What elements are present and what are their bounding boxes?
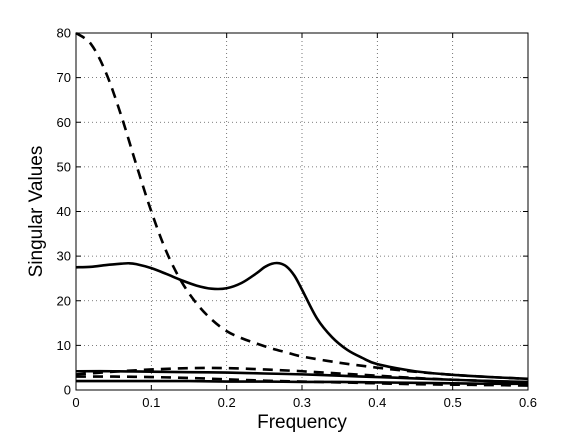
grid <box>76 33 528 390</box>
y-tick-label: 60 <box>57 115 71 130</box>
series-line-2-solid <box>75 261 529 381</box>
x-tick-label: 0.5 <box>444 395 462 410</box>
tick-labels: 0 0.1 0.2 0.3 0.4 0.5 0.6 0 10 20 30 40 50 60 70 80 <box>57 26 538 411</box>
x-tick-label: 0.6 <box>519 395 537 410</box>
y-tick-label: 20 <box>57 293 71 308</box>
y-tick-label: 0 <box>64 383 71 398</box>
x-axis-label: Frequency <box>257 412 347 433</box>
series-lines <box>75 31 529 387</box>
series-line-6-solid <box>76 379 529 386</box>
x-tick-label: 0.1 <box>142 395 160 410</box>
x-tick-label: 0.2 <box>218 395 236 410</box>
y-tick-label: 80 <box>57 26 71 41</box>
y-tick-label: 70 <box>57 70 71 85</box>
y-tick-label: 50 <box>57 159 71 174</box>
axis-ticks <box>75 32 529 391</box>
x-tick-label: 0 <box>72 395 79 410</box>
y-tick-label: 40 <box>57 204 71 219</box>
x-tick-label: 0.4 <box>368 395 386 410</box>
y-tick-label: 30 <box>57 249 71 264</box>
x-tick-label: 0.3 <box>293 395 311 410</box>
series-line-1-dashed <box>75 31 529 381</box>
y-tick-label: 10 <box>57 338 71 353</box>
y-axis-label: Singular Values <box>26 146 47 278</box>
series-line-4-solid <box>75 369 529 384</box>
